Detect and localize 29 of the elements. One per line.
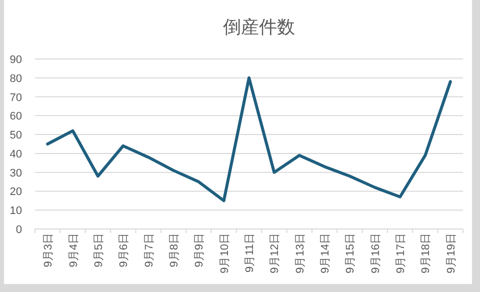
- y-tick-label: 80: [10, 72, 22, 85]
- x-tick-label: 9月19日: [445, 233, 458, 274]
- x-tick-label: 9月7日: [143, 233, 156, 268]
- chart-title: 倒産件数: [223, 17, 295, 37]
- y-tick-label: 30: [10, 167, 22, 180]
- x-tick-label: 9月9日: [194, 233, 206, 268]
- x-tick-label: 9月16日: [370, 233, 382, 274]
- x-tick-label: 9月8日: [168, 233, 180, 268]
- x-tick-label: 9月11日: [244, 233, 256, 273]
- y-tick-label: 60: [10, 110, 22, 123]
- x-tick-label: 9月6日: [118, 233, 130, 268]
- x-tick-label: 9月12日: [269, 233, 282, 274]
- x-tick-label: 9月15日: [344, 233, 357, 274]
- y-tick-label: 10: [10, 205, 22, 218]
- x-tick-label: 9月17日: [395, 233, 408, 274]
- x-tick-label: 9月3日: [42, 233, 55, 268]
- x-tick-label: 9月14日: [320, 233, 332, 274]
- x-tick-label: 9月10日: [218, 233, 231, 274]
- x-tick-label: 9月13日: [294, 233, 306, 274]
- y-tick-label: 70: [10, 92, 22, 104]
- y-tick-label: 40: [10, 148, 22, 160]
- x-tick-label: 9月18日: [420, 233, 432, 274]
- y-tick-label: 0: [16, 224, 22, 236]
- y-tick-label: 90: [10, 54, 22, 66]
- y-tick-label: 20: [10, 186, 22, 198]
- y-tick-label: 50: [10, 130, 22, 142]
- x-tick-label: 9月4日: [68, 233, 80, 268]
- line-series: [46, 76, 452, 202]
- x-tick-label: 9月5日: [92, 233, 105, 268]
